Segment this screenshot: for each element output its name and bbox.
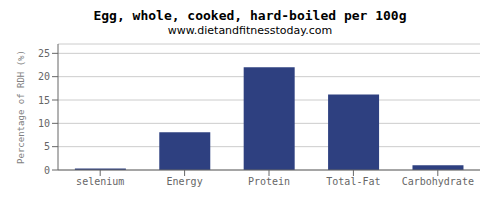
svg-text:Carbohydrate: Carbohydrate xyxy=(402,176,474,187)
svg-text:selenium: selenium xyxy=(76,176,124,187)
svg-text:Energy: Energy xyxy=(167,176,203,187)
svg-text:5: 5 xyxy=(44,141,50,152)
svg-text:Protein: Protein xyxy=(248,176,290,187)
html-text:Egg, whole, cooked, hard-boile: Egg, whole, cooked, hard-boiled per 100g xyxy=(93,8,407,23)
html-text:www.dietandfitnesstoday.com: www.dietandfitnesstoday.com xyxy=(167,24,333,37)
svg-text:0: 0 xyxy=(44,165,50,176)
svg-text:25: 25 xyxy=(38,48,50,59)
svg-text:15: 15 xyxy=(38,95,50,106)
svg-text:Percentage of RDH (%): Percentage of RDH (%) xyxy=(16,50,26,164)
svg-text:Total-Fat: Total-Fat xyxy=(326,176,380,187)
svg-text:10: 10 xyxy=(38,118,50,129)
svg-text:20: 20 xyxy=(38,71,50,82)
